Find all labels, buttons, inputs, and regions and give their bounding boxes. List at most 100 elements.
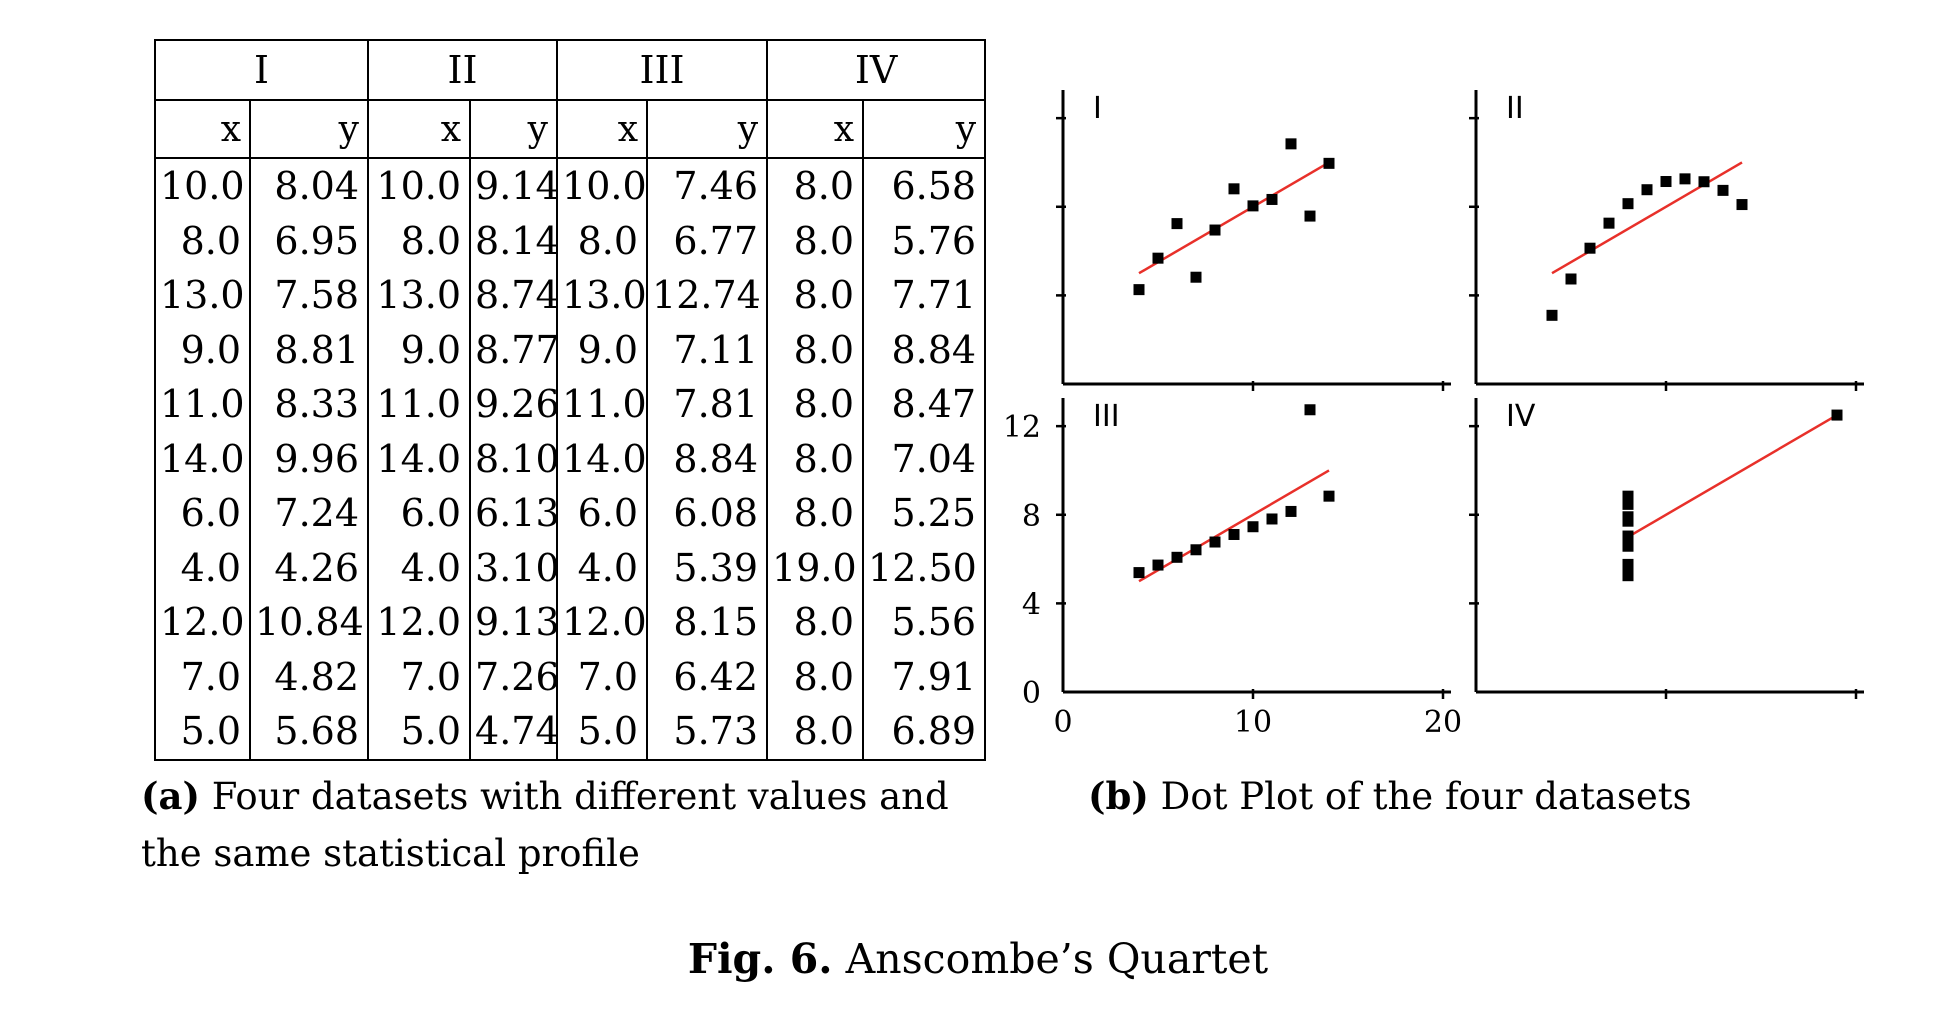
- table-cell: 5.73: [646, 704, 768, 761]
- column-header: x: [367, 100, 471, 159]
- table-cell: 9.0: [154, 322, 250, 377]
- data-point: [1209, 536, 1221, 548]
- data-point: [1285, 138, 1297, 150]
- table-row: 14.0 9.96 14.0 8.10 14.0 8.84 8.0 7.04: [154, 431, 987, 486]
- figure-caption: Fig. 6. Anscombe’s Quartet: [0, 935, 1956, 983]
- table-cell: 8.84: [862, 322, 987, 377]
- regression-line: [1138, 161, 1330, 275]
- table-row: 9.0 8.81 9.0 8.77 9.0 7.11 8.0 8.84: [154, 322, 987, 377]
- table-cell: 14.0: [154, 431, 250, 486]
- caption-a-text: Four datasets with different values and …: [141, 775, 949, 875]
- data-point: [1133, 567, 1145, 579]
- table-cell: 8.74: [469, 268, 560, 323]
- table-cell: 6.0: [556, 486, 648, 541]
- table-cell: 19.0: [766, 540, 864, 595]
- table-cell: 4.26: [248, 540, 369, 595]
- table-cell: 8.0: [154, 213, 250, 268]
- data-point: [1641, 184, 1653, 196]
- table-row: 13.0 7.58 13.0 8.74 13.0 12.74 8.0 7.71: [154, 268, 987, 323]
- caption-b-text: Dot Plot of the four datasets: [1160, 775, 1692, 818]
- table-cell: 9.0: [556, 322, 648, 377]
- table-cell: 9.13: [469, 595, 560, 650]
- data-point: [1584, 242, 1596, 254]
- table-cell: 7.24: [248, 486, 369, 541]
- table-row: 12.0 10.84 12.0 9.13 12.0 8.15 8.0 5.56: [154, 595, 987, 650]
- data-point: [1603, 217, 1615, 229]
- table-cell: 5.0: [367, 704, 471, 761]
- table-cell: 3.10: [469, 540, 560, 595]
- table-cell: 14.0: [556, 431, 648, 486]
- group-header: III: [556, 39, 769, 101]
- table-cell: 6.0: [367, 486, 471, 541]
- data-point: [1736, 199, 1748, 211]
- data-point: [1831, 409, 1843, 421]
- table-cell: 4.0: [367, 540, 471, 595]
- table-cell: 5.0: [154, 704, 250, 761]
- table-cell: 5.0: [556, 704, 648, 761]
- data-point: [1209, 224, 1221, 236]
- data-point: [1285, 505, 1297, 517]
- data-point: [1152, 252, 1164, 264]
- table-cell: 6.0: [154, 486, 250, 541]
- data-point: [1622, 570, 1634, 582]
- table-cell: 7.91: [862, 649, 987, 704]
- table-cell: 8.0: [766, 486, 864, 541]
- table-row: 4.0 4.26 4.0 3.10 4.0 5.39 19.0 12.50: [154, 540, 987, 595]
- table-cell: 8.0: [766, 649, 864, 704]
- scatter-panel: II: [1469, 90, 1864, 391]
- table-cell: 12.50: [862, 540, 987, 595]
- table-cell: 13.0: [154, 268, 250, 323]
- data-point: [1717, 184, 1729, 196]
- table-cell: 8.10: [469, 431, 560, 486]
- table-cell: 11.0: [556, 377, 648, 432]
- table-cell: 6.89: [862, 704, 987, 761]
- scatter-panel: I: [1056, 90, 1451, 391]
- table-cell: 6.42: [646, 649, 768, 704]
- table-cell: 10.0: [367, 158, 471, 214]
- data-point: [1679, 173, 1691, 185]
- data-point: [1622, 563, 1634, 575]
- table-cell: 8.15: [646, 595, 768, 650]
- table-cell: 11.0: [154, 377, 250, 432]
- panel-label: III: [1093, 399, 1120, 434]
- table-body: 10.0 8.04 10.0 9.14 10.0 7.46 8.0 6.58 8.0 6.95 8.…: [154, 158, 987, 761]
- column-header: x: [556, 100, 648, 159]
- table-cell: 7.0: [367, 649, 471, 704]
- table-cell: 4.82: [248, 649, 369, 704]
- data-point: [1622, 540, 1634, 552]
- table-cell: 8.81: [248, 322, 369, 377]
- table-cell: 6.08: [646, 486, 768, 541]
- y-tick-label: 12: [1003, 410, 1041, 445]
- data-point: [1247, 200, 1259, 212]
- y-tick-label: 8: [1022, 499, 1041, 534]
- caption-b: (b) Dot Plot of the four datasets: [1088, 768, 1808, 825]
- regression-line: [1138, 469, 1330, 583]
- data-point: [1133, 284, 1145, 296]
- table-cell: 12.0: [154, 595, 250, 650]
- column-header: x: [154, 100, 250, 159]
- x-tick-label: 20: [1424, 705, 1462, 740]
- table-cell: 9.14: [469, 158, 560, 214]
- data-point: [1171, 551, 1183, 563]
- scatter-panel: III 0 4 8 12 0 10 20: [1003, 398, 1462, 740]
- table-cell: 8.0: [367, 213, 471, 268]
- regression-line: [1551, 161, 1743, 275]
- caption-a: (a) Four datasets with different values …: [141, 768, 1011, 882]
- data-point: [1622, 533, 1634, 545]
- group-header: II: [367, 39, 559, 101]
- data-point: [1304, 210, 1316, 222]
- table-cell: 8.14: [469, 213, 560, 268]
- data-point: [1304, 404, 1316, 416]
- table-cell: 11.0: [367, 377, 471, 432]
- table-row: 5.0 5.68 5.0 4.74 5.0 5.73 8.0 6.89: [154, 704, 987, 761]
- group-header: I: [153, 39, 370, 101]
- table-cell: 13.0: [367, 268, 471, 323]
- table-cell: 8.0: [766, 431, 864, 486]
- table-cell: 8.0: [766, 158, 864, 214]
- panel-label: I: [1093, 91, 1102, 126]
- table-cell: 5.39: [646, 540, 768, 595]
- table-cell: 14.0: [367, 431, 471, 486]
- data-point: [1247, 521, 1259, 533]
- table-cell: 8.0: [766, 377, 864, 432]
